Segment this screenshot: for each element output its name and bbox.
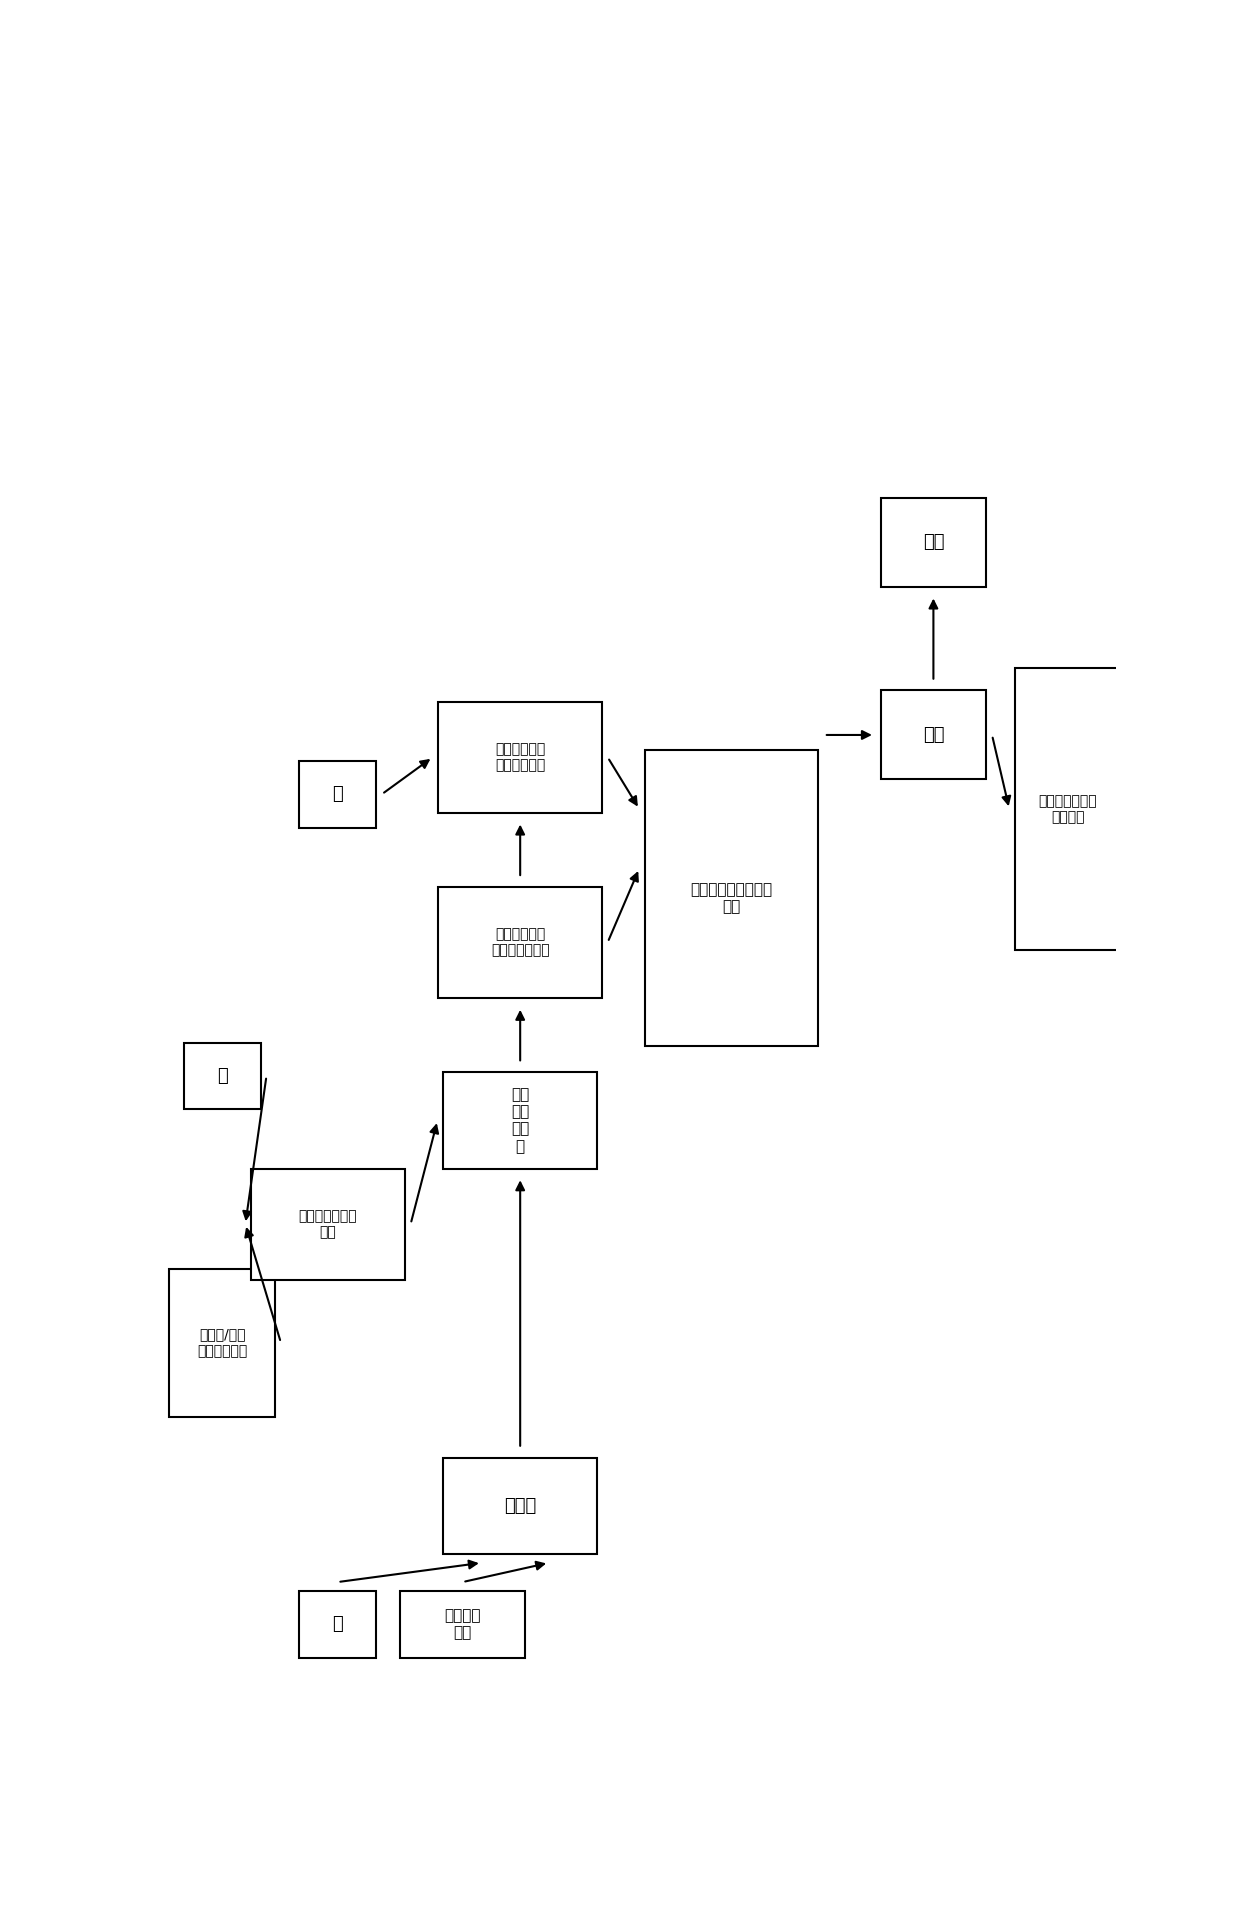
- Bar: [1016, 668, 1121, 949]
- Text: 药用级负自由基
离子液体: 药用级负自由基 离子液体: [1039, 793, 1097, 824]
- Text: 工业级负自由基离子
液体: 工业级负自由基离子 液体: [691, 882, 773, 914]
- Text: 羐装: 羐装: [923, 533, 944, 551]
- Text: 制备吸附正离子
溶液: 制备吸附正离子 溶液: [299, 1209, 357, 1240]
- Text: 强碱性电
解质: 强碱性电 解质: [444, 1607, 481, 1640]
- Bar: [880, 499, 986, 587]
- Text: 制备自由基负
离子溶液液体: 制备自由基负 离子溶液液体: [495, 743, 546, 772]
- Bar: [250, 1168, 404, 1280]
- Bar: [444, 1072, 596, 1168]
- Bar: [439, 701, 601, 812]
- Bar: [299, 1590, 376, 1657]
- Bar: [170, 1269, 275, 1417]
- Bar: [401, 1590, 525, 1657]
- Bar: [880, 691, 986, 780]
- Bar: [184, 1043, 260, 1109]
- Bar: [444, 1457, 596, 1553]
- Bar: [299, 760, 376, 828]
- Text: 水: 水: [217, 1066, 228, 1086]
- Text: 水: 水: [332, 785, 343, 803]
- Text: 离子自由基负
分离负离子液体: 离子自由基负 分离负离子液体: [491, 928, 549, 957]
- Text: 水: 水: [332, 1615, 343, 1632]
- Text: 粗装: 粗装: [923, 726, 944, 743]
- Text: 在自
组装
中分
离: 在自 组装 中分 离: [511, 1088, 529, 1153]
- Bar: [439, 887, 601, 997]
- Text: 有机硅/无机
硅纳米复合物: 有机硅/无机 硅纳米复合物: [197, 1328, 248, 1357]
- Bar: [645, 749, 818, 1047]
- Text: 预处理: 预处理: [503, 1498, 537, 1515]
